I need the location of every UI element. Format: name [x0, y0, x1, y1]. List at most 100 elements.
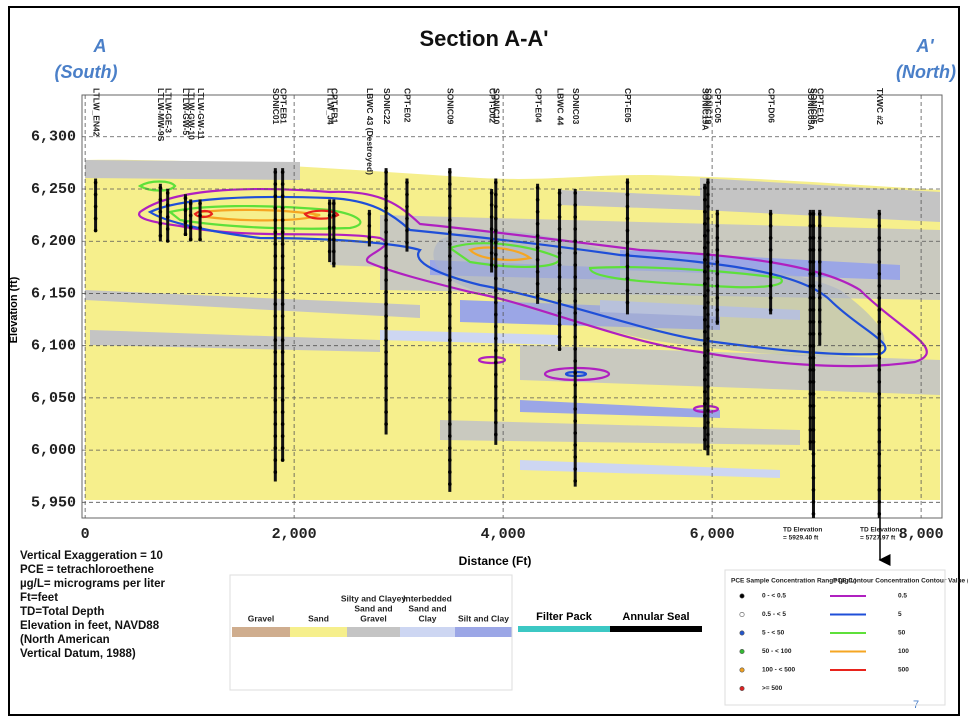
sample-dot [367, 212, 372, 216]
sample-dot [165, 239, 170, 243]
sample-dot [494, 240, 498, 245]
sample-dot [625, 228, 630, 233]
well-label: CPT-E04 [533, 88, 543, 123]
legend-swatch [400, 627, 455, 637]
sample-dot [808, 272, 813, 276]
sample-dot [494, 336, 498, 341]
sample-dot [706, 204, 710, 209]
sample-dot [817, 248, 822, 252]
sample-dot [273, 278, 278, 282]
sample-dot [811, 356, 816, 360]
sample-dot [573, 311, 578, 315]
sample-dot [573, 467, 578, 471]
sample-dot [384, 410, 388, 414]
sample-dot [280, 350, 285, 354]
sample-dot [557, 239, 562, 243]
sample-dot [811, 224, 816, 228]
sample-dot [702, 425, 707, 430]
sample-dot [715, 320, 720, 324]
sample-dot [573, 275, 578, 279]
sample-dot [280, 290, 285, 294]
sample-dot [715, 236, 720, 240]
sample-dot [573, 263, 578, 267]
legend-label: Sand and [354, 603, 392, 613]
legend-label: >= 500 [762, 685, 783, 692]
sample-dot [489, 215, 494, 219]
sample-dot [768, 248, 773, 252]
sample-dot [384, 422, 388, 426]
well-label: SONIC10 [492, 88, 502, 125]
well-label: TXWC #2 [875, 88, 885, 125]
legend-label: Clay [419, 613, 437, 623]
sample-dot [706, 216, 710, 221]
sample-dot [706, 252, 710, 257]
sample-dot [165, 215, 170, 219]
sample-dot [384, 290, 388, 294]
sample-dot [877, 224, 882, 228]
legend-dot [739, 667, 745, 673]
sample-dot [494, 360, 498, 365]
sample-dot [448, 446, 452, 450]
legend-dot [739, 685, 745, 691]
sample-dot [494, 228, 498, 233]
sample-dot [367, 224, 372, 228]
sample-dot [535, 245, 540, 250]
sample-dot [448, 386, 452, 390]
sample-dot [877, 500, 882, 504]
sample-dot [384, 230, 388, 234]
sample-dot [535, 281, 540, 286]
sample-dot [706, 336, 710, 341]
sample-dot [811, 428, 816, 432]
sample-dot [702, 197, 707, 202]
sample-dot [384, 170, 388, 174]
sample-dot [280, 266, 285, 270]
sample-dot [405, 240, 409, 245]
sample-dot [817, 224, 822, 228]
sample-dot [702, 185, 707, 190]
sample-dot [273, 302, 278, 306]
sample-dot [573, 383, 578, 387]
sample-dot [877, 404, 882, 408]
sample-dot [405, 180, 409, 185]
sample-dot [557, 347, 562, 351]
y-tick-label: 6,150 [31, 285, 76, 302]
sample-dot [448, 170, 452, 174]
legend-label: 100 - < 500 [762, 667, 795, 674]
sample-dot [535, 209, 540, 214]
well-label: LBWC 43 (Destroyed) [365, 88, 375, 175]
sample-dot [494, 396, 498, 401]
sample-dot [573, 203, 578, 207]
sample-dot [332, 261, 336, 266]
sample-dot [702, 365, 707, 370]
sample-dot [817, 260, 822, 264]
sample-dot [715, 308, 720, 312]
note: µg/L= micrograms per liter [20, 578, 166, 590]
sample-dot [706, 300, 710, 305]
sample-dot [702, 281, 707, 286]
sample-dot [706, 396, 710, 401]
well-label: LBWC 44 [555, 88, 565, 126]
sample-dot [494, 276, 498, 281]
sample-dot [877, 476, 882, 480]
sample-dot [877, 392, 882, 396]
sample-dot [273, 398, 278, 402]
sample-dot [877, 212, 882, 216]
sample-dot [557, 203, 562, 207]
sample-dot [198, 213, 202, 218]
sample-dot [384, 314, 388, 318]
well-label: CPT-D06 [766, 88, 776, 123]
sample-dot [280, 458, 285, 462]
sample-dot [448, 398, 452, 402]
sample-dot [808, 320, 813, 324]
legend-dot [739, 630, 745, 636]
contour [543, 366, 611, 382]
sample-dot [327, 249, 332, 254]
sample-dot [573, 239, 578, 243]
sample-dot [808, 224, 813, 228]
sample-dot [158, 185, 163, 190]
sample-dot [768, 308, 773, 312]
sample-dot [877, 440, 882, 444]
y-tick-label: 6,000 [31, 442, 76, 459]
sample-dot [808, 308, 813, 312]
sample-dot [808, 404, 813, 408]
